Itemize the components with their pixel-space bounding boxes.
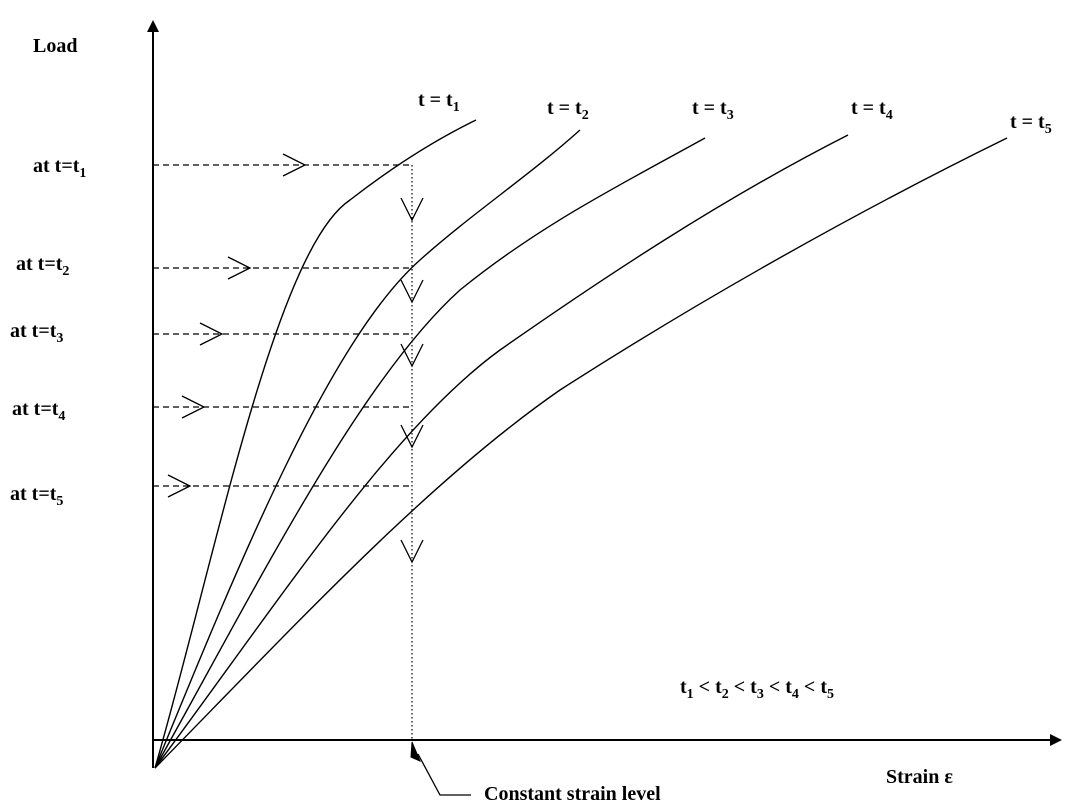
ordering-relation: t1 < t2 < t3 < t4 < t5 (680, 676, 834, 702)
curve-t1 (154, 119, 477, 769)
curve-label-t1: t = t1 (418, 89, 460, 115)
load-level-label-1: at t=t1 (33, 155, 86, 181)
right-arrow-icon (199, 322, 224, 346)
y-axis-label: Load (33, 35, 77, 57)
load-level-label-4: at t=t4 (12, 398, 65, 424)
curve-t2 (154, 129, 581, 769)
down-arrow-icon (400, 343, 424, 368)
load-level-label-3: at t=t3 (10, 320, 63, 346)
curve-t3 (154, 137, 706, 769)
curve-t4 (154, 134, 849, 769)
right-arrow-icon (227, 256, 252, 280)
down-arrow-icon (400, 539, 424, 564)
load-level-label-2: at t=t2 (16, 253, 69, 279)
curve-label-t4: t = t4 (851, 97, 893, 123)
curve-label-t5: t = t5 (1010, 111, 1052, 137)
down-arrow-icon (400, 197, 424, 222)
x-axis-label: Strain ε (886, 766, 953, 788)
constant-strain-label: Constant strain level (484, 783, 661, 805)
right-arrow-icon (167, 474, 192, 498)
curve-label-t3: t = t3 (692, 97, 734, 123)
right-arrow-icon (181, 395, 206, 419)
right-arrow-icon (282, 153, 307, 177)
down-arrow-icon (400, 279, 424, 304)
curve-t5 (154, 137, 1008, 769)
pointer-head-icon (410, 741, 421, 762)
load-level-label-5: at t=t5 (10, 483, 63, 509)
curve-label-t2: t = t2 (547, 97, 589, 123)
down-arrow-icon (400, 424, 424, 449)
constant-strain-pointer (417, 753, 471, 796)
